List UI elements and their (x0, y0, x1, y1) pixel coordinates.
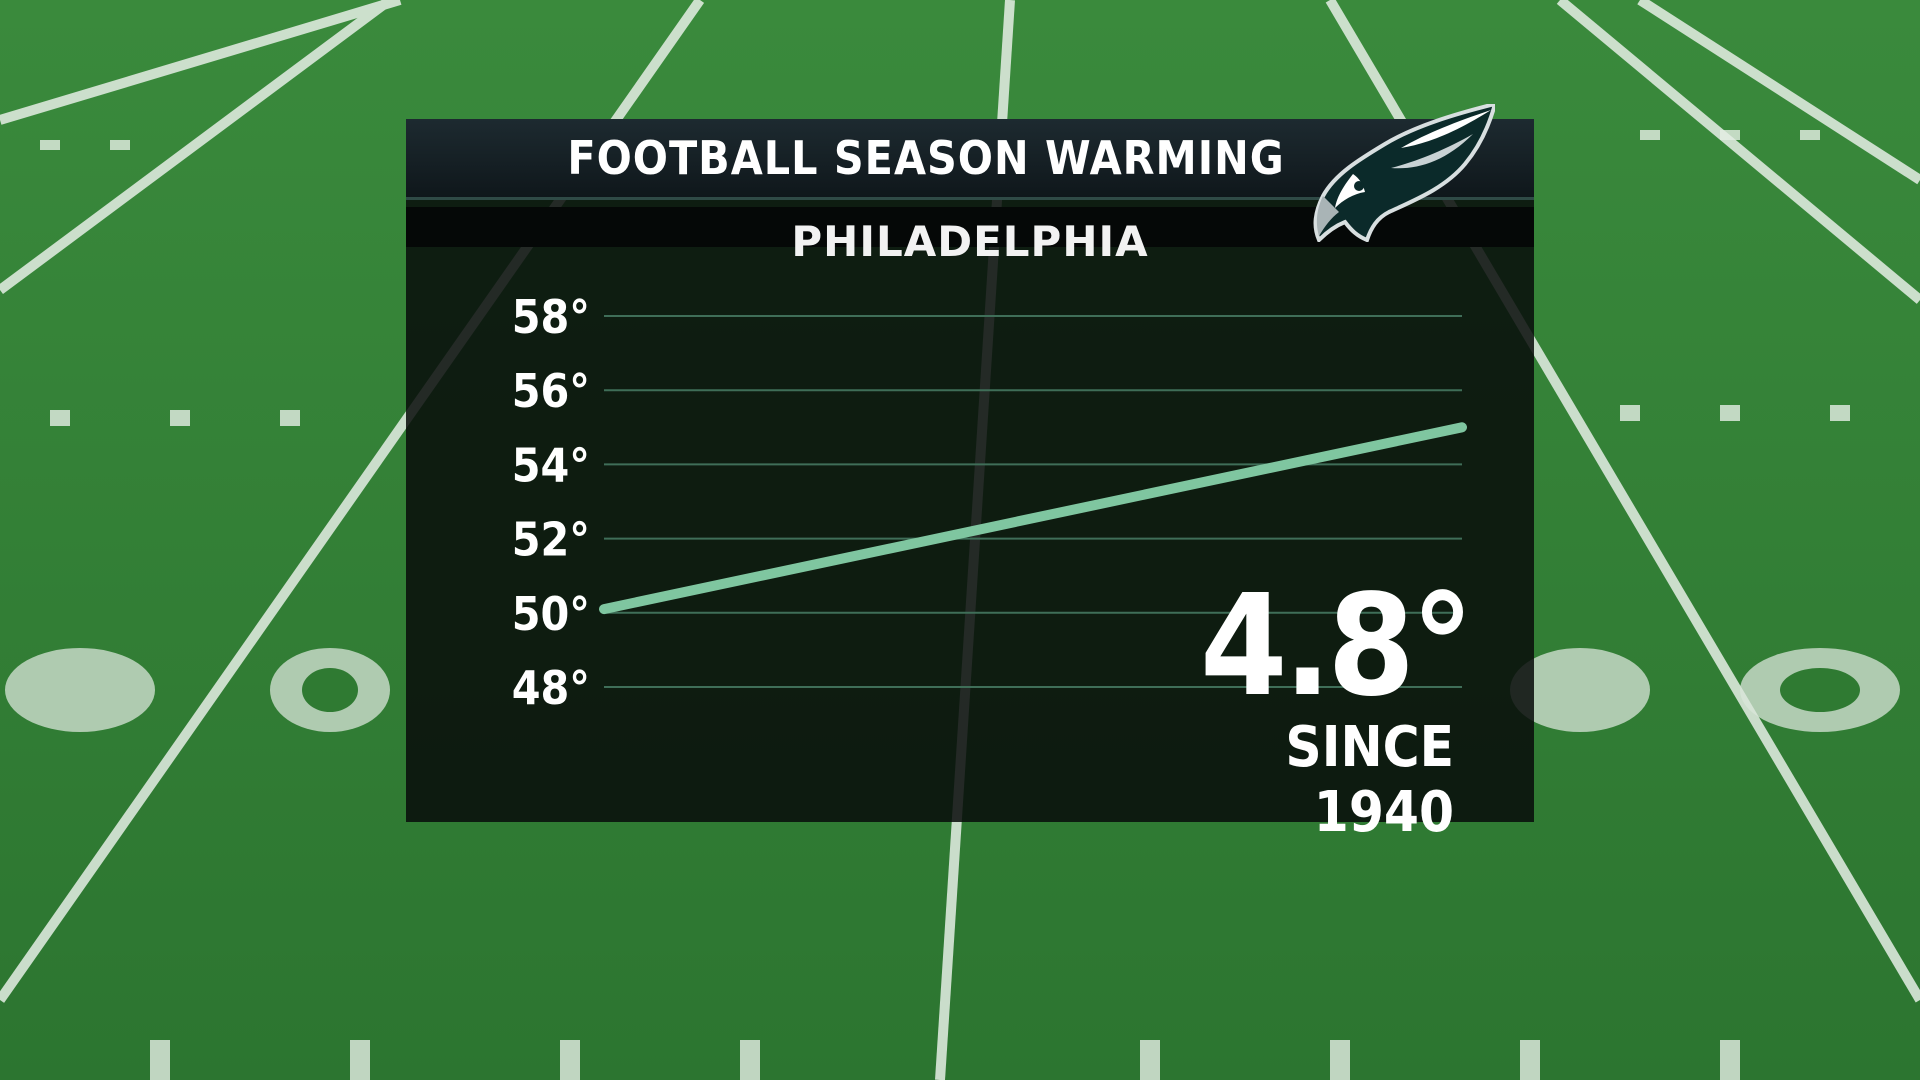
y-tick-label: 48° (512, 661, 590, 715)
eagle-head-logo-icon (1313, 104, 1495, 242)
y-tick-label: 52° (512, 513, 590, 567)
y-tick-label: 50° (512, 587, 590, 641)
chart-subtitle: PHILADELPHIA (791, 217, 1149, 266)
warming-amount: 4.8° (1199, 565, 1474, 728)
line-chart: 58° 56° 54° 52° 50° 48° (512, 290, 1467, 715)
chart-title: FOOTBALL SEASON WARMING (567, 131, 1285, 185)
y-tick-label: 54° (512, 438, 590, 492)
trend-line (599, 422, 1467, 615)
y-tick-label: 56° (512, 364, 590, 418)
chart-panel: FOOTBALL SEASON WARMING PHILADELPHIA (406, 119, 1534, 822)
warming-period-label: SINCE 1940 (1285, 715, 1454, 845)
y-tick-label: 58° (512, 290, 590, 344)
